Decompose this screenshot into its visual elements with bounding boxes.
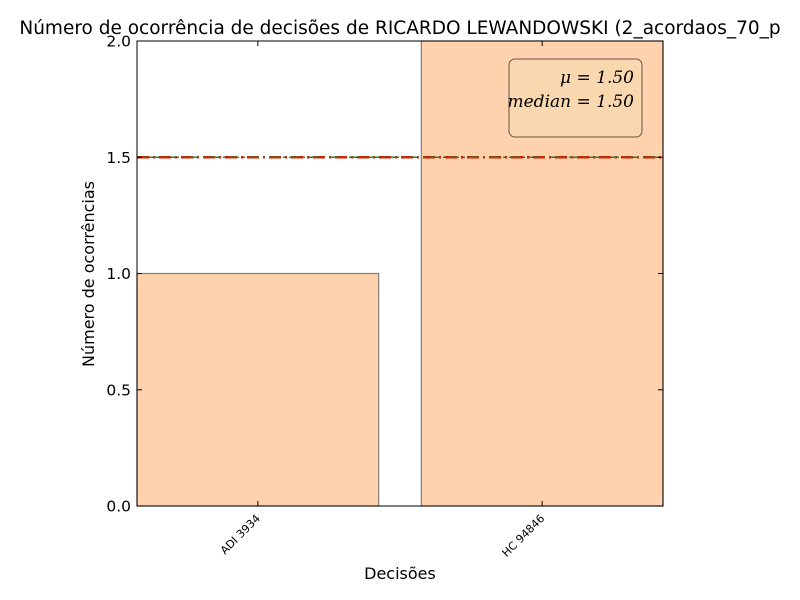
y-axis-label: Número de ocorrências [79,181,98,367]
median-label: median = 1.50 [508,92,635,112]
y-tick-label: 1.5 [106,149,131,167]
stats-legend: μ = 1.50 median = 1.50 [508,58,643,138]
x-axis-label: Decisões [364,564,436,583]
chart-title: Número de ocorrência de decisões de RICA… [19,18,780,39]
y-tick-label: 1.0 [106,265,131,283]
y-tick-label: 0.5 [106,381,131,399]
x-tick-label: HC 94846 [500,512,548,560]
y-tick-label: 2.0 [106,33,131,51]
y-tick-label: 0.0 [106,498,131,516]
bar-adi-3934 [136,272,380,507]
mean-label: μ = 1.50 [560,68,634,88]
y-axis: 0.0 0.5 1.0 1.5 2.0 [106,33,663,516]
stats-legend-box [508,58,643,138]
x-tick-label: ADI 3934 [218,512,263,557]
